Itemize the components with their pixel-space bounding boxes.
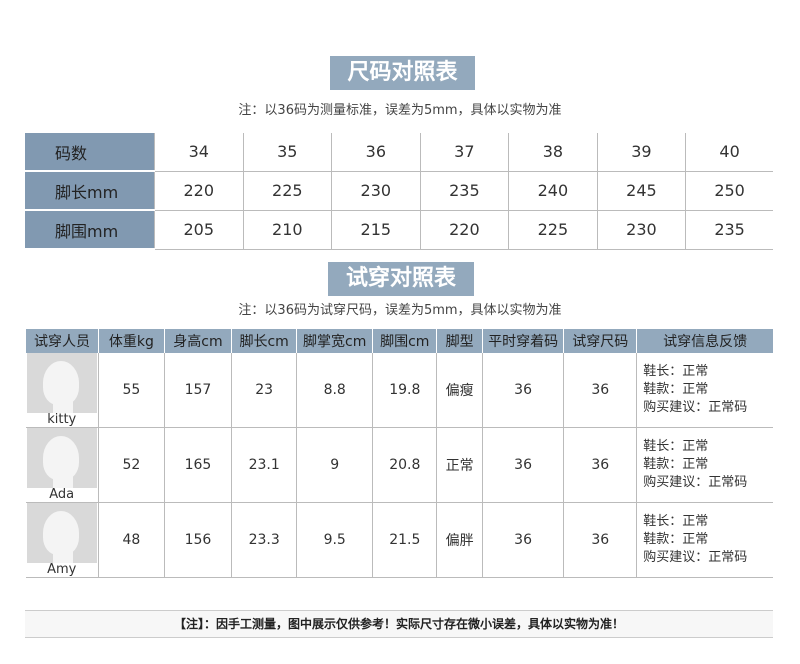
fitting-chart-table: 试穿人员 体重kg 身高cm 脚长cm 脚掌宽cm 脚围cm 脚型 平时穿着码 试穿尺码 试穿信息… [25,329,773,578]
row-label: 脚围mm [25,210,155,250]
fitting-cell: 9.5 [296,502,373,578]
fitting-cell: 165 [163,427,232,503]
size-cell: 245 [596,171,686,211]
size-chart-title: 尺码对照表 [330,56,475,90]
column-header: 平时穿着码 [481,329,564,353]
feedback-line: 鞋长：正常 [643,514,709,529]
column-header: 试穿人员 [25,329,99,353]
fitting-cell: 9 [296,427,373,503]
fitting-cell: 48 [97,502,165,578]
fitting-cell: 36 [481,353,564,428]
fitting-cell: 8.8 [296,353,373,428]
feedback-line: 鞋款：正常 [643,457,709,472]
tester-name: Amy [47,562,77,577]
fitting-cell: 55 [97,353,165,428]
fitting-row: kitty 55 157 23 8.8 19.8 偏瘦 36 36 鞋长：正常 鞋款：正常 购买建议：… [25,353,773,428]
column-header: 试穿信息反馈 [636,329,773,353]
size-cell: 210 [242,210,332,250]
size-cell: 35 [242,133,332,172]
size-cell: 36 [331,133,421,172]
fitting-cell: 23 [231,353,297,428]
fitting-cell: 偏瘦 [436,353,483,428]
row-label: 脚长mm [25,171,155,211]
column-header: 脚型 [436,329,483,353]
fitting-row: Ada 52 165 23.1 9 20.8 正常 36 36 鞋长：正常 鞋款：正常 购买建议：正常… [25,427,773,503]
column-header: 脚围cm [372,329,437,353]
feedback-line: 鞋款：正常 [643,382,709,397]
feedback-line: 鞋款：正常 [643,532,709,547]
fitting-cell: 21.5 [372,502,437,578]
column-header: 身高cm [163,329,232,353]
feedback-line: 鞋长：正常 [643,364,709,379]
column-header: 体重kg [97,329,165,353]
feedback-cell: 鞋长：正常鞋款：正常购买建议：正常码 [636,502,773,578]
size-chart-table: 码数 34 35 36 37 38 39 40 脚长mm 220 225 230 235 240 245 25… [25,133,773,250]
fitting-cell: 23.1 [231,427,297,503]
size-cell: 235 [685,210,773,250]
feedback-line: 购买建议：正常码 [643,475,748,490]
size-chart-note: 注：以36码为测量标准，误差为5mm，具体以实物为准 [238,103,562,118]
footer-note: 【注】：因手工测量，图中展示仅供参考！实际尺寸存在微小误差，具体以实物为准！ [25,610,773,638]
fitting-cell: 36 [563,427,637,503]
size-row: 脚长mm 220 225 230 235 240 245 250 [25,171,773,211]
fitting-chart-title: 试穿对照表 [328,262,474,296]
row-label: 码数 [25,133,155,172]
fitting-cell: 偏胖 [436,502,483,578]
size-cell: 39 [596,133,686,172]
fitting-chart-note: 注：以36码为试穿尺码，误差为5mm，具体以实物为准 [238,303,562,318]
fitting-cell: 19.8 [372,353,437,428]
avatar-silhouette-icon [26,353,97,413]
size-cell: 215 [331,210,421,250]
column-header: 脚长cm [231,329,297,353]
fitting-cell: 正常 [436,427,483,503]
size-cell: 220 [154,171,244,211]
fitting-cell: 36 [563,502,637,578]
fitting-row: Amy 48 156 23.3 9.5 21.5 偏胖 36 36 鞋长：正常 鞋款：正常 购买建议：… [25,502,773,578]
fitting-cell: 36 [563,353,637,428]
feedback-line: 鞋长：正常 [643,439,709,454]
fitting-cell: 23.3 [231,502,297,578]
fitting-cell: 156 [163,502,232,578]
feedback-cell: 鞋长：正常鞋款：正常购买建议：正常码 [636,427,773,503]
fitting-cell: 36 [481,427,564,503]
size-cell: 220 [419,210,509,250]
column-header: 脚掌宽cm [296,329,373,353]
feedback-line: 购买建议：正常码 [643,400,748,415]
size-cell: 34 [154,133,244,172]
fitting-cell: 36 [481,502,564,578]
size-cell: 230 [331,171,421,211]
size-row: 码数 34 35 36 37 38 39 40 [25,133,773,172]
tester-name: kitty [47,412,77,427]
fitting-cell: 157 [163,353,232,428]
size-cell: 37 [419,133,509,172]
feedback-line: 购买建议：正常码 [643,550,748,565]
size-cell: 250 [685,171,773,211]
avatar-silhouette-icon [26,503,97,563]
feedback-cell: 鞋长：正常鞋款：正常购买建议：正常码 [636,353,773,428]
fitting-cell: 52 [97,427,165,503]
size-cell: 38 [508,133,598,172]
size-cell: 230 [596,210,686,250]
avatar-silhouette-icon [26,428,97,488]
size-cell: 205 [154,210,244,250]
size-cell: 225 [508,210,598,250]
size-cell: 40 [685,133,773,172]
size-cell: 240 [508,171,598,211]
fitting-cell: 20.8 [372,427,437,503]
column-header: 试穿尺码 [563,329,637,353]
size-row: 脚围mm 205 210 215 220 225 230 235 [25,210,773,250]
size-cell: 225 [242,171,332,211]
size-cell: 235 [419,171,509,211]
tester-name: Ada [49,487,75,502]
